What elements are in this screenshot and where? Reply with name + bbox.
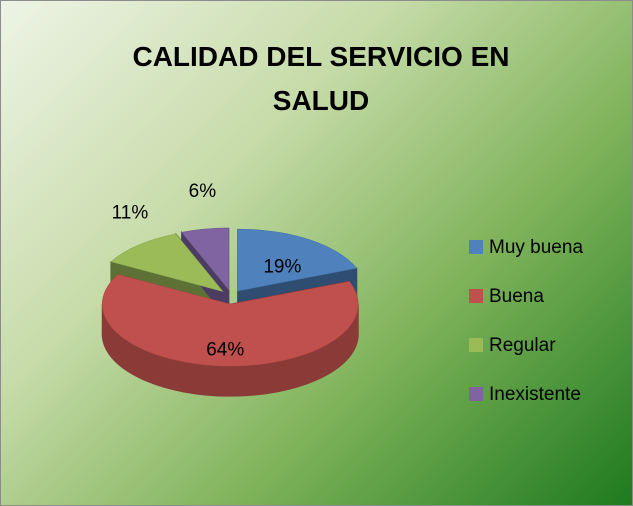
legend-swatch — [469, 240, 483, 254]
legend-label: Buena — [489, 286, 544, 307]
slice — [110, 233, 224, 293]
legend-swatch — [469, 387, 483, 401]
data-label: 19% — [263, 256, 301, 277]
data-label: 11% — [112, 202, 149, 223]
legend-swatch — [469, 289, 483, 303]
legend-swatch — [469, 338, 483, 352]
legend-label: Regular — [489, 335, 556, 356]
slice — [181, 227, 230, 291]
legend-label: Inexistente — [489, 384, 581, 405]
legend-label: Muy buena — [489, 237, 583, 258]
slice — [102, 274, 359, 367]
data-label: 6% — [189, 181, 217, 202]
slice — [237, 228, 358, 292]
data-label: 64% — [206, 340, 244, 361]
chart-title: CALIDAD DEL SERVICIO EN SALUD — [132, 41, 510, 116]
